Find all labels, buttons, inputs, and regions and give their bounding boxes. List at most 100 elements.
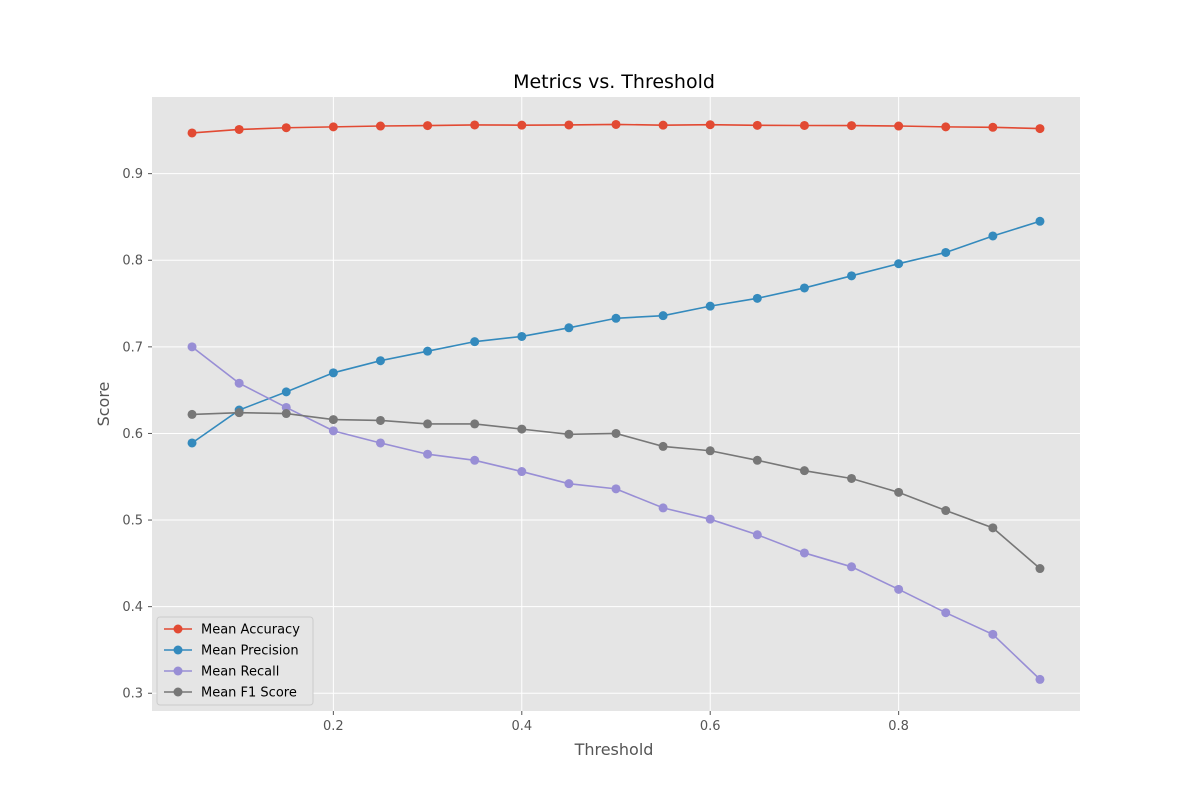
mean-accuracy-point [847, 121, 857, 131]
mean-accuracy-point [564, 120, 574, 130]
mean-recall-point [1035, 674, 1045, 684]
mean-precision-point [1035, 216, 1045, 226]
mean-precision-point [705, 301, 715, 311]
mean-recall-point [988, 629, 998, 639]
mean-precision-point [564, 323, 574, 333]
mean-f1-score-point [517, 424, 527, 434]
legend-item-mean-precision: Mean Precision [164, 644, 299, 659]
mean-accuracy-point [799, 120, 809, 130]
legend-label: Mean Precision [201, 644, 299, 659]
mean-recall-point [799, 548, 809, 558]
series-mean-recall [187, 342, 1045, 684]
mean-precision-point [847, 271, 857, 281]
x-tick-label: 0.2 [323, 719, 344, 734]
mean-f1-score-point [281, 409, 291, 419]
mean-f1-score-point [658, 441, 668, 451]
legend-marker [173, 645, 183, 655]
chart-title: Metrics vs. Threshold [513, 71, 715, 93]
legend-marker [173, 666, 183, 676]
y-tick-label: 0.6 [122, 427, 143, 442]
mean-precision-point [423, 346, 433, 356]
mean-recall-point [187, 342, 197, 352]
mean-accuracy-point [752, 120, 762, 130]
mean-recall-point [564, 479, 574, 489]
legend-item-mean-accuracy: Mean Accuracy [164, 623, 300, 638]
series-mean-accuracy [187, 119, 1045, 138]
y-tick-label: 0.7 [122, 340, 143, 355]
legend-item-mean-recall: Mean Recall [164, 665, 279, 680]
mean-recall-point [470, 455, 480, 465]
mean-accuracy-point [611, 119, 621, 129]
mean-accuracy-point [988, 122, 998, 132]
mean-f1-score-point [470, 419, 480, 429]
mean-f1-score-point [1035, 564, 1045, 574]
mean-accuracy-point [328, 122, 338, 132]
y-tick-label: 0.8 [122, 254, 143, 269]
mean-recall-point [611, 484, 621, 494]
mean-precision-point [281, 387, 291, 397]
mean-precision-point [752, 293, 762, 303]
series-layer [187, 119, 1045, 684]
mean-recall-point [705, 514, 715, 524]
mean-accuracy-point [894, 121, 904, 131]
mean-precision-point [470, 337, 480, 347]
series-mean-f1-score [187, 408, 1045, 574]
mean-f1-score-point [564, 429, 574, 439]
mean-f1-score-point [799, 466, 809, 476]
mean-recall-point [375, 438, 385, 448]
x-tick-label: 0.6 [700, 719, 721, 734]
legend-label: Mean F1 Score [201, 686, 297, 701]
y-tick-label: 0.9 [122, 167, 143, 182]
mean-f1-score-point [423, 419, 433, 429]
mean-accuracy-point [705, 120, 715, 130]
mean-recall-point [517, 467, 527, 477]
legend-label: Mean Accuracy [201, 623, 300, 638]
legend-marker [173, 624, 183, 634]
grid-lines [152, 97, 1080, 711]
mean-f1-score-point [187, 409, 197, 419]
legend-box [156, 616, 314, 706]
mean-accuracy-point [517, 120, 527, 130]
mean-accuracy-point [234, 124, 244, 134]
mean-precision-point [611, 313, 621, 323]
mean-f1-score-point [328, 415, 338, 425]
mean-f1-score-point [894, 487, 904, 497]
mean-f1-score-point [705, 446, 715, 456]
mean-precision-point [894, 259, 904, 269]
mean-precision-point [517, 331, 527, 341]
tick-labels: 0.2 0.4 0.6 0.8 0.3 0.4 0.5 0.6 0.7 0.8 0.9 [122, 167, 909, 734]
y-tick-label: 0.5 [122, 514, 143, 529]
mean-f1-score-point [375, 415, 385, 425]
mean-accuracy-point [941, 122, 951, 132]
x-tick-label: 0.4 [511, 719, 532, 734]
mean-f1-score-point [234, 408, 244, 418]
mean-recall-point [234, 378, 244, 388]
mean-f1-score-point [941, 506, 951, 516]
y-tick-label: 0.3 [122, 687, 143, 702]
mean-recall-point [847, 562, 857, 572]
mean-precision-point [941, 247, 951, 257]
mean-recall-point [894, 584, 904, 594]
mean-precision-point [375, 356, 385, 366]
mean-precision-point [328, 368, 338, 378]
mean-accuracy-point [375, 121, 385, 131]
mean-recall-point [658, 503, 668, 513]
y-axis-label: Score [94, 382, 113, 427]
mean-recall-point [423, 449, 433, 459]
mean-precision-point [799, 283, 809, 293]
mean-accuracy-point [423, 121, 433, 131]
mean-precision-point [658, 311, 668, 321]
plot-background [152, 97, 1080, 711]
legend-label: Mean Recall [201, 665, 279, 680]
mean-recall-point [941, 608, 951, 618]
mean-recall-point [328, 426, 338, 436]
mean-f1-score-point [988, 523, 998, 533]
mean-f1-score-point [611, 428, 621, 438]
mean-accuracy-point [281, 123, 291, 133]
mean-accuracy-point [187, 128, 197, 138]
mean-f1-score-point [752, 455, 762, 465]
mean-f1-score-point [847, 473, 857, 483]
mean-precision-point [187, 438, 197, 448]
x-tick-label: 0.8 [888, 719, 909, 734]
